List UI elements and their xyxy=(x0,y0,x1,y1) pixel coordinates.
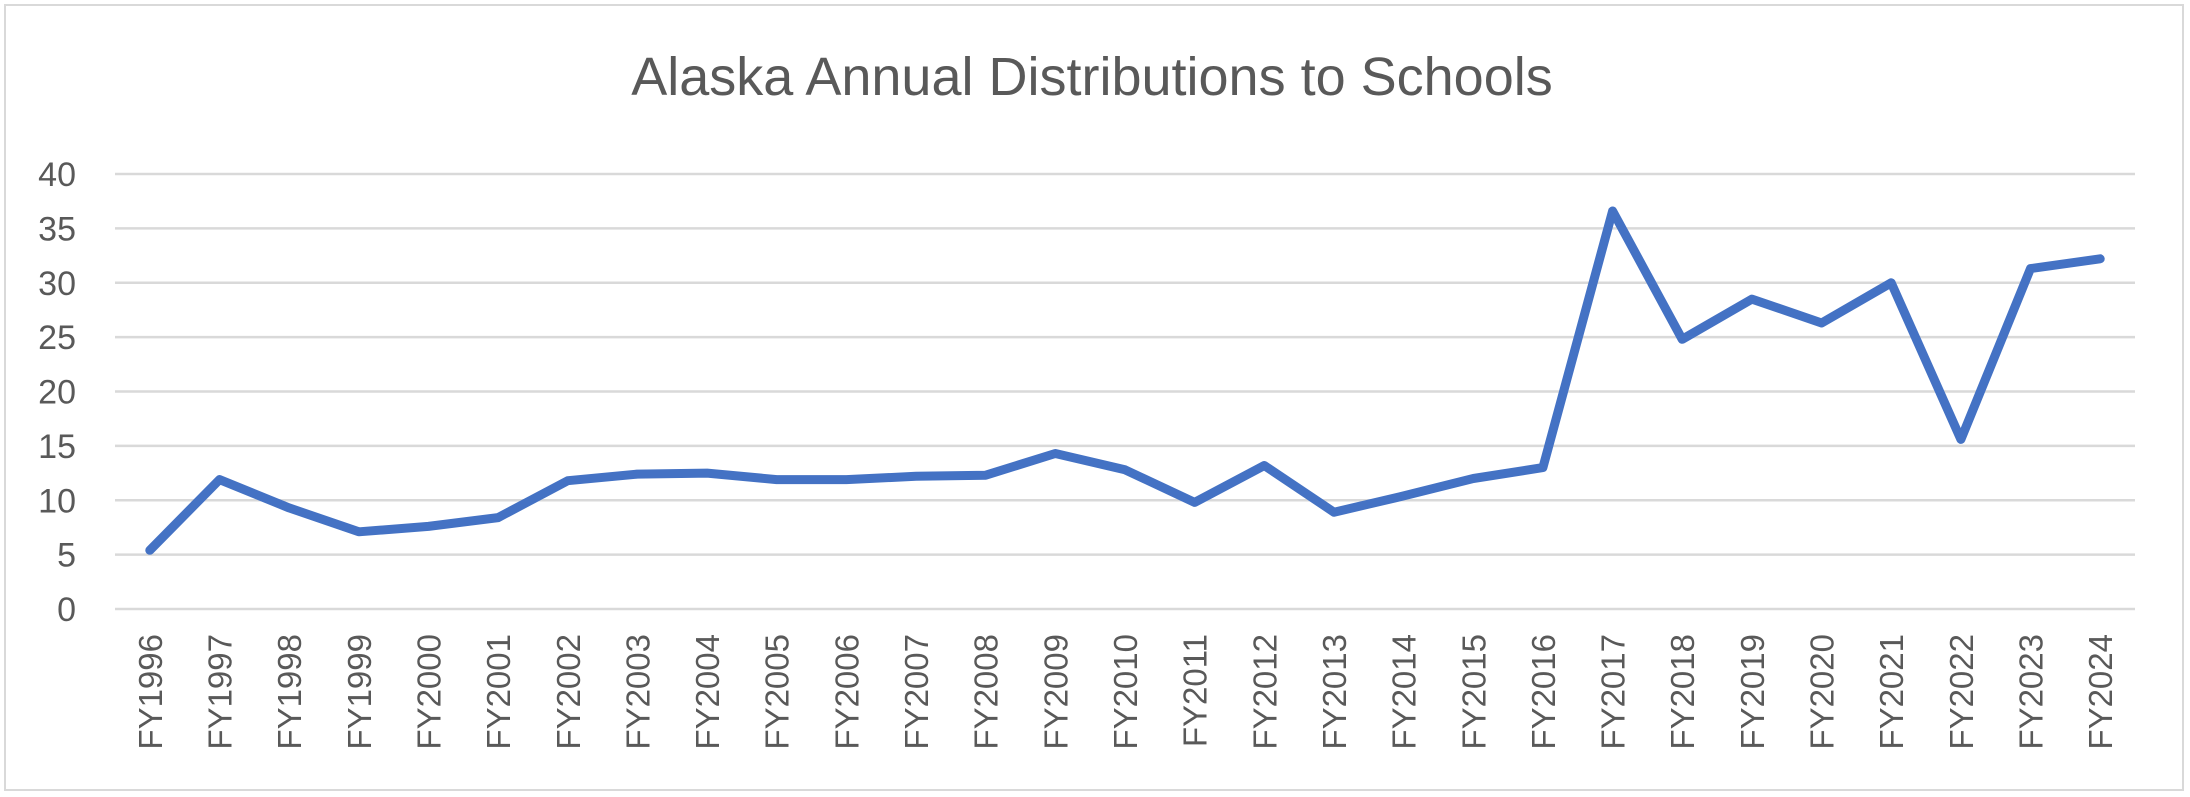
gridlines xyxy=(115,172,2135,611)
x-tick-label: FY2000 xyxy=(410,634,447,750)
x-tick-label: FY2022 xyxy=(1943,634,1980,750)
x-axis-ticks: FY1996 FY1997 FY1998 FY1999 FY2000 FY2001 FY20… xyxy=(132,634,2119,750)
y-axis-ticks: 0 5 10 15 20 25 30 35 40 xyxy=(38,156,76,629)
x-tick-label: FY2008 xyxy=(968,634,1005,750)
x-tick-label: FY2018 xyxy=(1664,634,1701,750)
x-tick-label: FY1996 xyxy=(132,634,169,750)
y-tick-label: 0 xyxy=(57,591,76,629)
y-tick-label: 25 xyxy=(38,319,76,357)
x-tick-label: FY2003 xyxy=(619,634,656,750)
x-tick-label: FY2019 xyxy=(1734,634,1771,750)
y-tick-label: 30 xyxy=(38,265,76,303)
x-tick-label: FY2021 xyxy=(1873,634,1910,750)
x-tick-label: FY2013 xyxy=(1316,634,1353,750)
x-tick-label: FY2011 xyxy=(1177,634,1214,747)
x-tick-label: FY2005 xyxy=(759,634,796,750)
x-tick-label: FY2020 xyxy=(1804,634,1841,750)
chart-frame xyxy=(4,4,2184,791)
x-tick-label: FY2006 xyxy=(828,634,865,750)
x-tick-label: FY2001 xyxy=(480,634,517,750)
x-tick-label: FY1999 xyxy=(341,634,378,750)
y-tick-label: 20 xyxy=(38,374,76,412)
series-layer xyxy=(145,206,2105,555)
x-tick-label: FY2002 xyxy=(550,634,587,750)
y-tick-label: 15 xyxy=(38,428,76,466)
y-tick-label: 5 xyxy=(57,537,76,575)
x-tick-label: FY2017 xyxy=(1595,634,1632,750)
chart-title: Alaska Annual Distributions to Schools xyxy=(631,47,1553,107)
x-tick-label: FY2012 xyxy=(1246,634,1283,750)
x-tick-label: FY2014 xyxy=(1386,634,1423,750)
x-tick-label: FY2015 xyxy=(1455,634,1492,750)
x-tick-label: FY2010 xyxy=(1107,634,1144,750)
x-tick-label: FY2004 xyxy=(689,634,726,750)
x-tick-label: FY2024 xyxy=(2082,634,2119,750)
y-tick-label: 10 xyxy=(38,482,76,520)
x-tick-label: FY2023 xyxy=(2013,634,2050,750)
x-tick-label: FY2009 xyxy=(1037,634,1074,750)
y-tick-label: 35 xyxy=(38,210,76,248)
y-tick-label: 40 xyxy=(38,156,76,194)
x-tick-label: FY2016 xyxy=(1525,634,1562,750)
x-tick-label: FY2007 xyxy=(898,634,935,750)
x-tick-label: FY1997 xyxy=(201,634,238,750)
x-tick-label: FY1998 xyxy=(271,634,308,750)
